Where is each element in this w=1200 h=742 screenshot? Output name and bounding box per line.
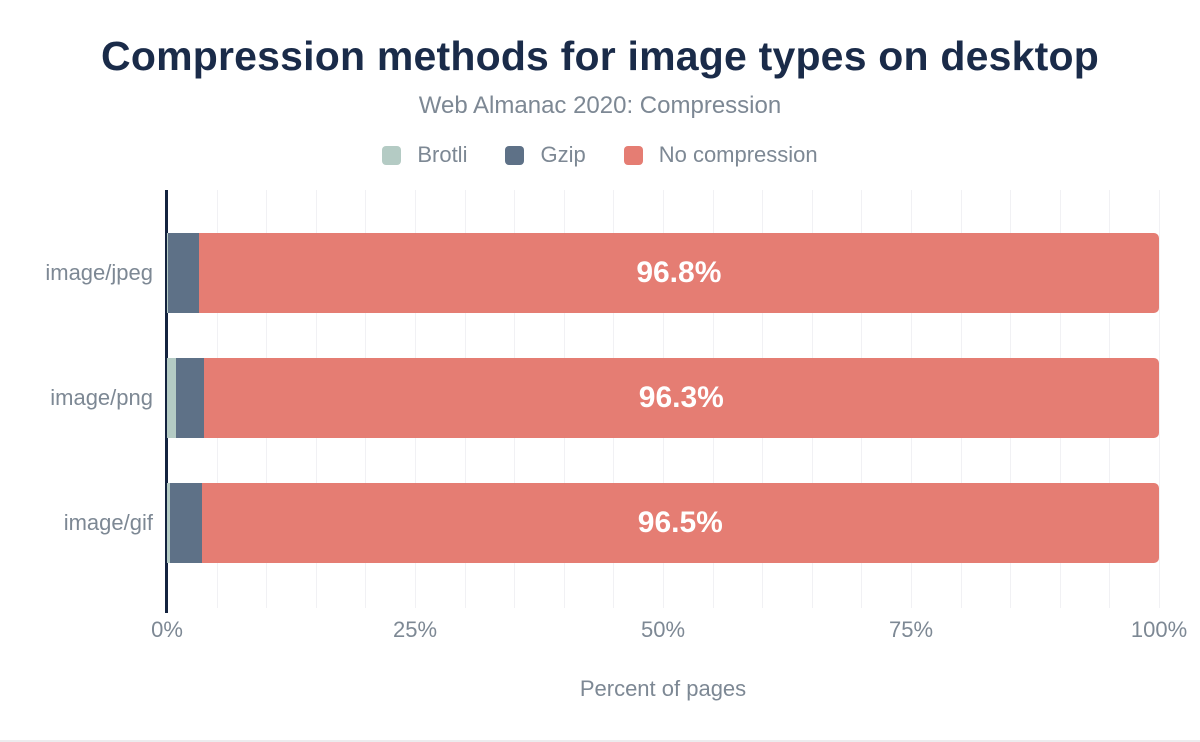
bar-value-label: 96.5% xyxy=(637,506,723,539)
y-axis-label-image-png: image/png xyxy=(50,385,153,410)
chart-title: Compression methods for image types on d… xyxy=(101,33,1099,79)
bar-segment-brotli[interactable] xyxy=(167,483,170,563)
bar-segment-no-compression[interactable]: 96.3% xyxy=(203,358,1159,438)
x-axis-title: Percent of pages xyxy=(579,676,747,701)
legend-item-gzip[interactable]: Gzip xyxy=(505,142,586,168)
legend-label: Brotli xyxy=(417,142,468,167)
bar-segment-gzip[interactable] xyxy=(175,358,204,438)
bar-segment-gzip[interactable] xyxy=(169,483,202,563)
x-tick-50pct: 50% xyxy=(640,617,686,642)
bar-row-image-jpeg: 96.8% xyxy=(167,233,1159,313)
legend-swatch-icon xyxy=(382,145,402,165)
y-axis-label-image-gif: image/gif xyxy=(63,510,153,535)
legend-item-brotli[interactable]: Brotli xyxy=(382,142,467,168)
bar-segment-gzip[interactable] xyxy=(167,233,199,313)
gridline xyxy=(1159,190,1160,608)
legend-swatch-icon xyxy=(623,145,643,165)
bar-segment-brotli[interactable] xyxy=(167,233,168,313)
legend-label: Gzip xyxy=(540,142,586,167)
bar-value-label: 96.3% xyxy=(638,381,724,414)
bar-segment-no-compression[interactable]: 96.8% xyxy=(198,233,1159,313)
x-tick-25pct: 25% xyxy=(392,617,438,642)
bar-segment-no-compression[interactable]: 96.5% xyxy=(201,483,1159,563)
legend-label: No compression xyxy=(658,142,818,167)
plot-area: 96.8% 96.3% 96.5% xyxy=(167,190,1160,608)
legend-swatch-icon xyxy=(505,145,525,165)
y-axis-line xyxy=(165,190,168,613)
legend-item-no-compression[interactable]: No compression xyxy=(623,142,818,168)
y-axis-label-image-jpeg: image/jpeg xyxy=(45,260,153,285)
chart-legend: Brotli Gzip No compression xyxy=(0,142,1200,168)
bar-row-image-png: 96.3% xyxy=(167,358,1159,438)
bar-segment-brotli[interactable] xyxy=(167,358,176,438)
x-tick-0pct: 0% xyxy=(151,617,183,642)
bar-value-label: 96.8% xyxy=(636,256,722,289)
x-tick-75pct: 75% xyxy=(888,617,934,642)
x-tick-100pct: 100% xyxy=(1130,617,1188,642)
chart-subtitle: Web Almanac 2020: Compression xyxy=(418,92,782,119)
bar-row-image-gif: 96.5% xyxy=(167,483,1159,563)
